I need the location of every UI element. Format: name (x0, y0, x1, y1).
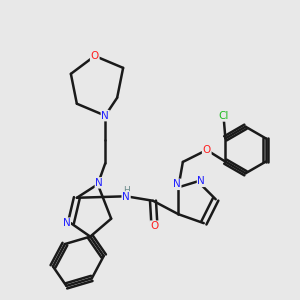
Text: N: N (197, 176, 205, 186)
Text: H: H (123, 186, 130, 195)
Text: N: N (95, 178, 103, 188)
Text: O: O (150, 221, 159, 231)
Text: N: N (62, 218, 70, 228)
Text: N: N (101, 111, 109, 121)
Text: O: O (91, 51, 99, 61)
Text: Cl: Cl (219, 111, 229, 121)
Text: O: O (202, 145, 211, 155)
Text: N: N (173, 179, 181, 189)
Text: N: N (122, 192, 130, 202)
